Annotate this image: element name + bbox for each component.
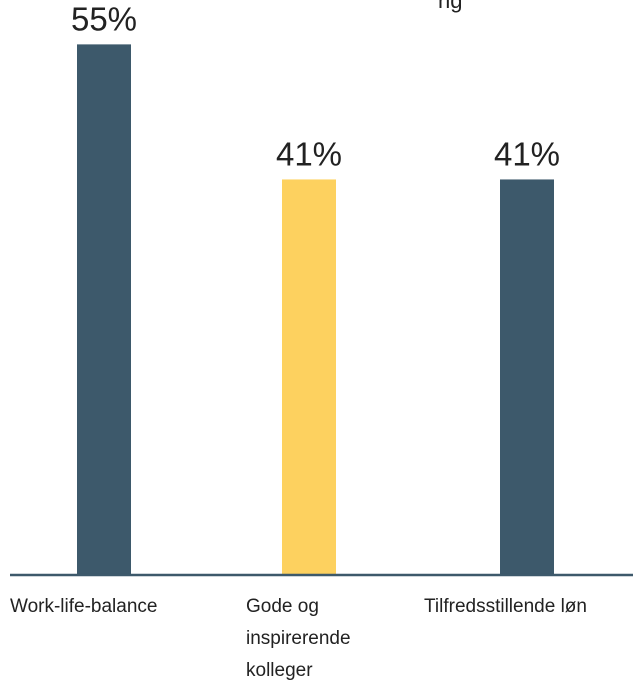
value-labels-group: 55% 41% 41% xyxy=(71,0,560,172)
category-label-line: Tilfredsstillende løn xyxy=(424,596,587,617)
category-labels-group: Work-life-balance Gode og inspirerende koll… xyxy=(10,596,587,681)
category-label-1: Work-life-balance xyxy=(10,596,157,617)
category-label-2: Gode og inspirerende kolleger xyxy=(246,596,351,681)
category-label-line: inspirerende xyxy=(246,628,351,649)
category-label-3: Tilfredsstillende løn xyxy=(424,596,587,617)
value-label-1: 55% xyxy=(71,0,137,37)
category-label-line: Gode og xyxy=(246,596,319,617)
value-label-3: 41% xyxy=(494,135,560,172)
category-label-line: Work-life-balance xyxy=(10,596,157,617)
category-label-line: kolleger xyxy=(246,660,313,681)
clipped-title-fragment: ng xyxy=(438,0,462,13)
bars-group xyxy=(77,44,554,576)
bar-1 xyxy=(77,44,131,575)
value-label-2: 41% xyxy=(276,135,342,172)
bar-2 xyxy=(282,179,336,576)
bar-3 xyxy=(500,179,554,576)
